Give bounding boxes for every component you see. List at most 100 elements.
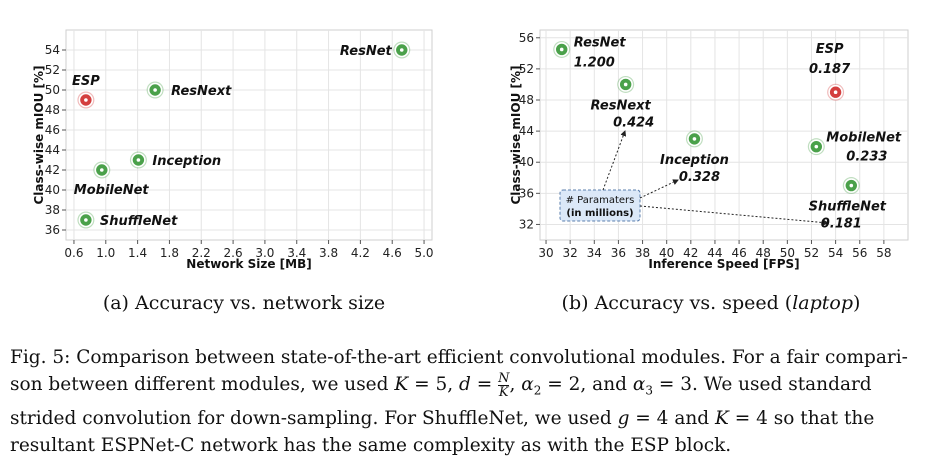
point-label: ResNext xyxy=(591,98,652,113)
chart-a-y-ticks: 36 38 40 42 44 46 48 50 52 54 xyxy=(45,43,66,237)
point-resnext xyxy=(146,81,164,99)
x-tick-label: 44 xyxy=(707,246,722,260)
x-tick-label: 4.6 xyxy=(383,246,402,260)
point-label: ResNet xyxy=(340,44,393,59)
x-tick-label: 52 xyxy=(804,246,819,260)
point-label: MobileNet xyxy=(74,183,150,198)
x-tick-label: 36 xyxy=(611,246,626,260)
x-tick-label: 34 xyxy=(587,246,602,260)
point-sublabel: 1.200 xyxy=(574,55,615,70)
y-tick-label: 36 xyxy=(45,223,60,237)
caption-line-3: strided convolution for down-sampling. F… xyxy=(10,407,875,429)
point-center xyxy=(559,47,564,52)
y-tick-label: 54 xyxy=(45,43,60,57)
y-tick-label: 44 xyxy=(519,124,534,138)
y-tick-label: 48 xyxy=(519,93,534,107)
point-center xyxy=(814,144,819,149)
x-tick-label: 46 xyxy=(731,246,746,260)
x-tick-label: 5.0 xyxy=(414,246,433,260)
point-label: ESP xyxy=(816,42,844,57)
y-tick-label: 38 xyxy=(45,203,60,217)
point-sublabel: 0.187 xyxy=(809,62,851,77)
chart-a-caption: (a) Accuracy vs. network size xyxy=(103,292,385,314)
chart-a-plot-area xyxy=(65,29,433,241)
point-esp xyxy=(827,83,845,101)
x-tick-label: 4.2 xyxy=(351,246,370,260)
point-center xyxy=(100,168,104,172)
chart-b: 30 32 34 36 38 40 42 44 46 48 50 52 54 56 58 32 36 40 44 4… xyxy=(509,29,909,314)
x-tick-label: 30 xyxy=(538,246,553,260)
y-tick-label: 32 xyxy=(519,217,534,231)
chart-b-annotation-line1: # Paramaters xyxy=(566,195,635,206)
y-tick-label: 52 xyxy=(45,63,60,77)
figure-caption: Fig. 5: Comparison between state-of-the-… xyxy=(10,344,934,459)
y-tick-label: 56 xyxy=(519,31,534,45)
point-sublabel: 0.424 xyxy=(613,115,654,130)
point-resnext xyxy=(617,75,635,93)
chart-b-annotation-arrow-shufflenet xyxy=(639,205,829,226)
point-label: MobileNet xyxy=(826,131,902,146)
point-center xyxy=(153,88,157,92)
chart-a-y-axis-label: Class-wise mIOU [%] xyxy=(32,65,46,204)
point-label: ResNet xyxy=(574,35,627,50)
point-sublabel: 0.328 xyxy=(679,170,720,185)
point-shufflenet xyxy=(842,177,860,195)
point-center xyxy=(399,48,404,52)
caption-line-4: resultant ESPNet-C network has the same … xyxy=(10,434,732,456)
x-tick-label: 1.8 xyxy=(160,246,179,260)
x-tick-label: 40 xyxy=(659,246,674,260)
x-tick-label: 3.0 xyxy=(255,246,274,260)
chart-b-annotation-box: # Paramaters (in millions) xyxy=(559,130,829,226)
x-tick-label: 3.4 xyxy=(287,246,306,260)
y-tick-label: 36 xyxy=(519,186,534,200)
y-tick-label: 48 xyxy=(45,103,60,117)
x-tick-label: 2.2 xyxy=(192,246,211,260)
y-tick-label: 52 xyxy=(519,62,534,76)
point-label: Inception xyxy=(152,154,221,169)
point-label: ShuffleNet xyxy=(100,214,178,229)
point-shufflenet xyxy=(77,211,95,229)
point-inception xyxy=(129,151,147,169)
y-tick-label: 42 xyxy=(45,163,60,177)
point-sublabel: 0.181 xyxy=(821,217,862,232)
y-tick-label: 50 xyxy=(45,83,60,97)
chart-b-annotation-arrow-inception xyxy=(639,179,679,199)
chart-a-points xyxy=(77,41,411,229)
point-label: Inception xyxy=(660,153,729,168)
point-label: ShuffleNet xyxy=(809,200,887,215)
chart-b-x-ticks: 30 32 34 36 38 40 42 44 46 48 50 52 54 56 58 xyxy=(538,240,892,260)
point-resnet xyxy=(393,41,411,59)
y-tick-label: 40 xyxy=(45,183,60,197)
point-center xyxy=(623,82,628,87)
x-tick-label: 2.6 xyxy=(224,246,243,260)
chart-a: 0.6 1.0 1.4 1.8 2.2 2.6 3.0 3.4 3.8 4.2 4.6 5.0 363… xyxy=(32,29,434,314)
chart-b-x-axis-label: Inference Speed [FPS] xyxy=(648,257,799,271)
point-sublabel: 0.233 xyxy=(846,150,887,165)
chart-a-x-ticks: 0.6 1.0 1.4 1.8 2.2 2.6 3.0 3.4 3.8 4.2 4.6 5.0 xyxy=(64,240,434,260)
caption-line-2: son between different modules, we used K… xyxy=(10,370,872,400)
x-tick-label: 54 xyxy=(828,246,843,260)
point-mobilenet xyxy=(807,138,825,156)
chart-b-annotation-line2: (in millions) xyxy=(566,208,633,219)
point-center xyxy=(84,98,88,102)
y-tick-label: 40 xyxy=(519,155,534,169)
point-label: ResNext xyxy=(171,84,232,99)
y-tick-label: 46 xyxy=(45,123,60,137)
point-inception xyxy=(685,130,703,148)
x-tick-label: 1.4 xyxy=(128,246,147,260)
x-tick-label: 1.0 xyxy=(96,246,115,260)
point-center xyxy=(136,158,141,162)
chart-b-points xyxy=(553,40,860,195)
caption-line-1: Fig. 5: Comparison between state-of-the-… xyxy=(10,347,908,368)
point-mobilenet xyxy=(93,161,111,179)
x-tick-label: 3.8 xyxy=(319,246,338,260)
point-label: ESP xyxy=(72,74,100,89)
point-center xyxy=(833,90,838,95)
chart-b-y-axis-label: Class-wise mIOU [%] xyxy=(509,65,523,204)
point-center xyxy=(849,183,854,188)
chart-b-caption: (b) Accuracy vs. speed (laptop) xyxy=(562,292,861,314)
y-tick-label: 44 xyxy=(45,143,60,157)
x-tick-label: 50 xyxy=(780,246,795,260)
point-resnet xyxy=(553,40,571,58)
